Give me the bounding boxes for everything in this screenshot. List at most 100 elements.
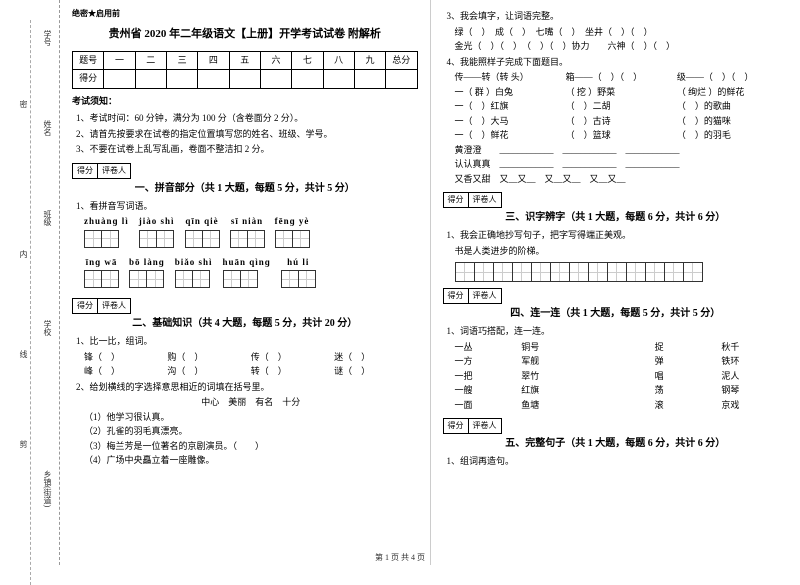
sec1-title: 一、拼音部分（共 1 大题，每题 5 分，共计 5 分） [72,181,418,196]
gutter-cut: 剪 [18,440,29,448]
gutter-label-banji: 班级 [42,210,53,226]
tianzige[interactable] [139,230,175,248]
tianzige[interactable] [129,270,165,288]
pinyin-text: qīn qiè [185,215,220,229]
sec5-title: 五、完整句子（共 1 大题，每题 6 分，共计 6 分） [443,436,789,451]
sb-c2: 评卷人 [469,193,502,208]
tianzige[interactable] [175,270,213,288]
sec4-q1: 1、词语巧搭配，连一连。 [447,325,789,339]
scorebox-sec1: 得分评卷人 [72,163,418,179]
cell: （ ）二胡 [566,100,677,114]
sb-c2: 评卷人 [469,419,502,434]
cell: （ ）的歌曲 [677,100,788,114]
cell: 铁环 [721,355,788,369]
cell [588,384,655,398]
td-blank[interactable] [323,70,354,89]
cell: 一方 [455,355,522,369]
gutter-seal: 密 [18,100,29,108]
gutter-label-xuexiao: 学校 [42,320,53,336]
mini-scorebox: 得分评卷人 [443,192,502,208]
exam-page: 学号 姓名 班级 学校 乡镇(街道) 密 内 线 剪 绝密★启用前 贵州省 20… [0,0,800,565]
tianzige[interactable] [84,270,119,288]
tianzige[interactable] [84,230,129,248]
sec2-q4: 4、我能照样子完成下面题目。 [447,56,789,70]
th: 八 [323,51,354,70]
q4-row: 一（ 群 ）白兔（ 挖 ）野菜（ 绚烂 ）的鲜花 [455,86,789,100]
cell: 锋（ ） [84,351,167,365]
td-blank[interactable] [386,70,417,89]
th: 七 [292,51,323,70]
match-row: 一艘红旗荡钢琴 [455,384,789,398]
q4-row: 一（ ）鲜花（ ）篮球（ ）的羽毛 [455,129,789,143]
tianzige[interactable] [275,230,310,248]
sb-c2: 评卷人 [469,289,502,304]
confidential-mark: 绝密★启用前 [72,8,418,20]
sec2-q2: 2、给划横线的字选择意思相近的词填在括号里。 [76,381,418,395]
sec3-q1-line: 书是人类进步的阶梯。 [455,245,789,259]
cell: 一把 [455,370,522,384]
cell: 传——转（转 头） [455,71,566,85]
left-column: 绝密★启用前 贵州省 2020 年二年级语文【上册】开学考试试卷 附解析 题号 … [60,0,431,565]
th: 九 [354,51,385,70]
q4-row: 一（ ）红旗（ ）二胡（ ）的歌曲 [455,100,789,114]
q4b: 黄澄澄 ____________ ____________ __________… [455,144,789,158]
cell: （ 绚烂 ）的鲜花 [677,86,788,100]
th: 一 [104,51,135,70]
cell: 沟（ ） [167,365,250,379]
pinyin-text: huān qìnɡ [223,256,271,270]
q1-row: 锋（ ）购（ ）传（ ）迷（ ） [84,351,418,365]
td-blank[interactable] [198,70,229,89]
sec3-title: 三、识字辨字（共 1 大题，每题 6 分，共计 6 分） [443,210,789,225]
sb-c1: 得分 [444,419,469,434]
match-row: 一把翠竹唱泥人 [455,370,789,384]
th: 三 [166,51,197,70]
th: 题号 [73,51,104,70]
cell: 箱——（ ）（ ） [566,71,677,85]
pinyin-item: biǎo shì [175,256,213,289]
mini-scorebox: 得分评卷人 [72,298,131,314]
th: 总分 [386,51,417,70]
tianzige[interactable] [223,270,271,288]
td-blank[interactable] [166,70,197,89]
sb-c1: 得分 [73,164,98,179]
writing-grid[interactable] [455,262,789,282]
td-blank[interactable] [229,70,260,89]
cell: 军舰 [521,355,588,369]
sec2-q2-hint: 中心 美丽 有名 十分 [84,396,418,410]
q2-item: （1）他学习很认真。 [84,411,418,425]
cell: （ ）古诗 [566,115,677,129]
mini-scorebox: 得分评卷人 [443,418,502,434]
td-blank[interactable] [104,70,135,89]
notice-item: 1、考试时间：60 分钟，满分为 100 分（含卷面分 2 分）。 [76,112,418,126]
sb-c1: 得分 [73,299,98,314]
pinyin-row-2: īnɡ wā bō lànɡ biǎo shì huān qìnɡ hú li [84,256,418,289]
pinyin-text: zhuànɡ lì [84,215,129,229]
td-blank[interactable] [354,70,385,89]
score-header-row: 题号 一 二 三 四 五 六 七 八 九 总分 [73,51,418,70]
cell: 铜号 [521,341,588,355]
notice-item: 3、不要在试卷上乱写乱画，卷面不整洁扣 2 分。 [76,143,418,157]
cell: 钢琴 [721,384,788,398]
th: 六 [260,51,291,70]
cell [588,355,655,369]
tianzige[interactable] [230,230,265,248]
sec3-q1: 1、我会正确地抄写句子，把字写得端正美观。 [447,229,789,243]
pinyin-item: fēnɡ yè [275,215,310,248]
cell [588,370,655,384]
match-row: 一丛铜号捉秋千 [455,341,789,355]
tianzige[interactable] [185,230,220,248]
cell: 京戏 [721,399,788,413]
pinyin-text: hú li [281,256,316,270]
cell: 转（ ） [251,365,334,379]
cell: （ ）的猫咪 [677,115,788,129]
pinyin-text: jiào shì [139,215,175,229]
score-table: 题号 一 二 三 四 五 六 七 八 九 总分 得分 [72,51,418,89]
td-blank[interactable] [260,70,291,89]
tianzige[interactable] [281,270,316,288]
td-blank[interactable] [135,70,166,89]
td-blank[interactable] [292,70,323,89]
cell: 购（ ） [167,351,250,365]
gutter-line: 线 [18,350,29,358]
mini-scorebox: 得分评卷人 [72,163,131,179]
cell: 捉 [655,341,722,355]
